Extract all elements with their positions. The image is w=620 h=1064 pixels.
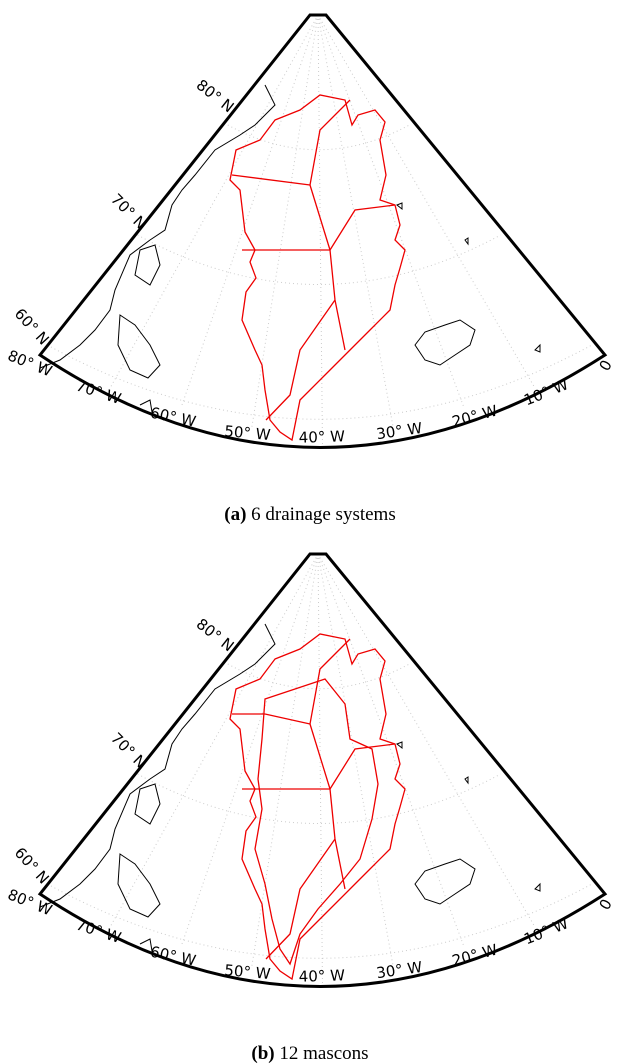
longitude-label: 50° W — [224, 961, 272, 983]
longitude-label: 20° W — [450, 401, 499, 430]
meridian — [317, 553, 394, 967]
coastline — [414, 858, 476, 905]
caption-label: (a) — [224, 504, 246, 525]
coastline — [134, 244, 161, 286]
meridian — [110, 14, 319, 388]
longitude-label: 80° W — [5, 885, 55, 919]
latitude-label: 70° N — [107, 729, 150, 772]
coastline — [414, 319, 476, 366]
parallel — [227, 663, 410, 690]
latitude-label: 60° N — [11, 305, 53, 349]
longitude-label: 40° W — [298, 427, 345, 447]
greenland-outline — [229, 94, 406, 442]
basin-boundary — [309, 723, 331, 790]
meridian — [110, 553, 319, 927]
coastline — [464, 776, 469, 785]
meridian — [317, 14, 323, 448]
basin-boundary — [265, 838, 336, 960]
basin-boundary — [309, 184, 331, 251]
parallel — [47, 883, 593, 959]
latitude-label: 80° N — [193, 76, 238, 116]
coastline — [396, 202, 403, 211]
longitude-label: 70° W — [74, 916, 124, 947]
caption-text: 6 drainage systems — [251, 504, 396, 525]
coastline — [139, 938, 153, 952]
coastline — [396, 741, 403, 750]
basin-boundary — [329, 743, 396, 790]
coastline — [39, 84, 276, 369]
longitude-label: 60° W — [149, 943, 198, 970]
map-panel: 80° N 70° N 60° N80° W 70° W 60° W 50° W 40° W… — [5, 13, 616, 525]
meridian — [317, 14, 465, 408]
latitude-label: 80° N — [193, 615, 238, 655]
basin-boundary — [329, 249, 346, 351]
longitude-label: 10° W — [521, 914, 571, 948]
longitude-label: 10° W — [521, 375, 571, 409]
longitude-label: 0 — [595, 357, 615, 374]
latitude-label: 60° N — [11, 844, 53, 888]
longitude-label: 0 — [595, 896, 615, 913]
coastline — [139, 399, 153, 413]
coastline — [39, 623, 276, 908]
coastline — [534, 882, 541, 892]
caption: (a) 6 drainage systems — [224, 504, 395, 525]
basin-boundary — [329, 788, 346, 890]
meridian — [317, 553, 465, 947]
meridian — [251, 14, 319, 428]
longitude-label: 30° W — [375, 419, 423, 443]
longitude-label: 50° W — [224, 422, 272, 444]
longitude-label: 60° W — [149, 404, 198, 431]
parallel — [227, 124, 410, 151]
basin-boundary — [309, 99, 351, 186]
basin-boundary — [264, 638, 351, 725]
meridian — [251, 553, 319, 967]
meridian — [180, 553, 319, 947]
basin-boundary — [231, 174, 311, 186]
map-frame — [37, 552, 608, 988]
basin-boundary — [329, 204, 396, 251]
greenland-outline — [229, 633, 406, 981]
map-panel: 80° N 70° N 60° N80° W 70° W 60° W 50° W 40° W… — [5, 552, 616, 1064]
basin-boundary — [265, 299, 336, 421]
coastline — [117, 853, 161, 918]
parallel — [47, 344, 593, 420]
mascon-boundary — [254, 678, 379, 966]
longitude-label: 80° W — [5, 346, 55, 380]
longitude-label: 40° W — [298, 966, 345, 986]
parallel — [137, 234, 501, 285]
latitude-label: 70° N — [107, 190, 150, 233]
parallel — [137, 773, 501, 824]
map-frame — [37, 13, 608, 449]
meridian — [317, 553, 323, 987]
longitude-label: 20° W — [450, 940, 499, 969]
longitude-label: 70° W — [74, 377, 124, 408]
coastline — [117, 314, 161, 379]
caption-text: 12 mascons — [279, 1043, 368, 1064]
coastline — [464, 237, 469, 246]
coastline — [134, 783, 161, 825]
meridian — [317, 14, 394, 428]
longitude-label: 30° W — [375, 958, 423, 982]
caption: (b) 12 mascons — [251, 1043, 368, 1064]
meridian — [180, 14, 319, 408]
coastline — [534, 343, 541, 353]
caption-label: (b) — [251, 1043, 274, 1064]
